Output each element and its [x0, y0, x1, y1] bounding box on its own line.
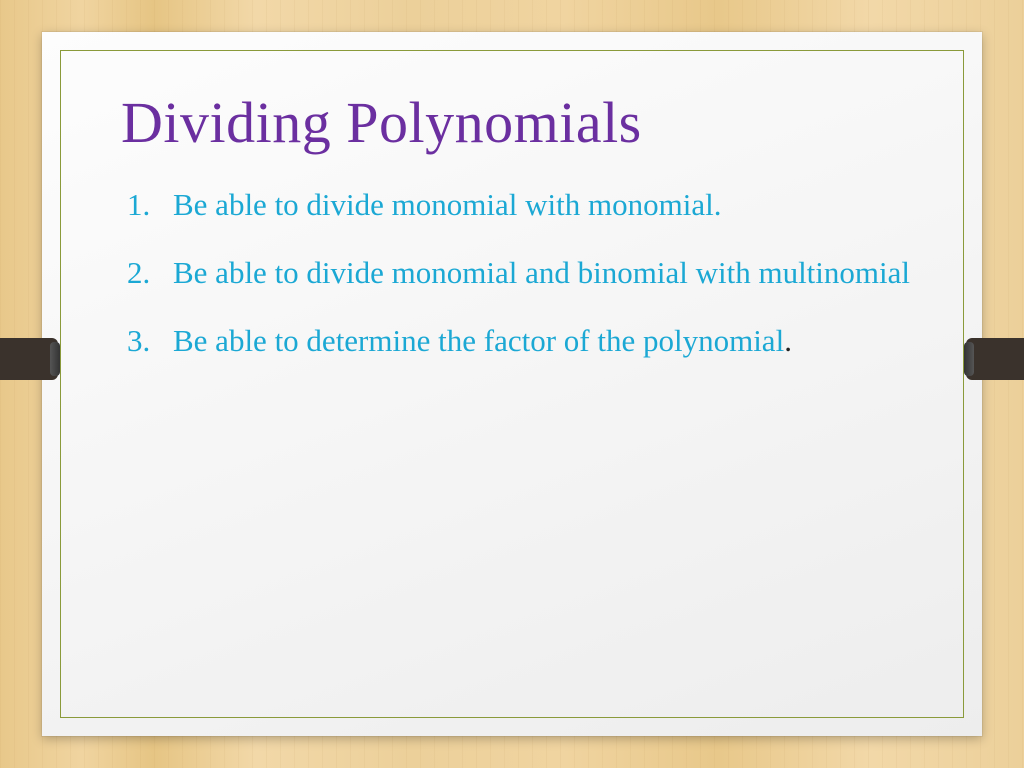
objectives-list: Be able to divide monomial with monomial… — [121, 184, 911, 362]
slide-inner-border: Dividing Polynomials Be able to divide m… — [60, 50, 964, 718]
list-item: Be able to divide monomial with monomial… — [121, 184, 911, 226]
list-item: Be able to divide monomial and binomial … — [121, 252, 911, 294]
binder-clip-left — [0, 338, 58, 380]
slide-card: Dividing Polynomials Be able to divide m… — [42, 32, 982, 736]
list-item-text: Be able to determine the factor of the p… — [173, 323, 784, 358]
list-item: Be able to determine the factor of the p… — [121, 320, 911, 362]
binder-clip-right — [966, 338, 1024, 380]
list-item-text: Be able to divide monomial and binomial … — [173, 255, 910, 290]
slide-title: Dividing Polynomials — [121, 89, 911, 156]
trailing-period: . — [784, 323, 792, 358]
list-item-text: Be able to divide monomial with monomial… — [173, 187, 721, 222]
